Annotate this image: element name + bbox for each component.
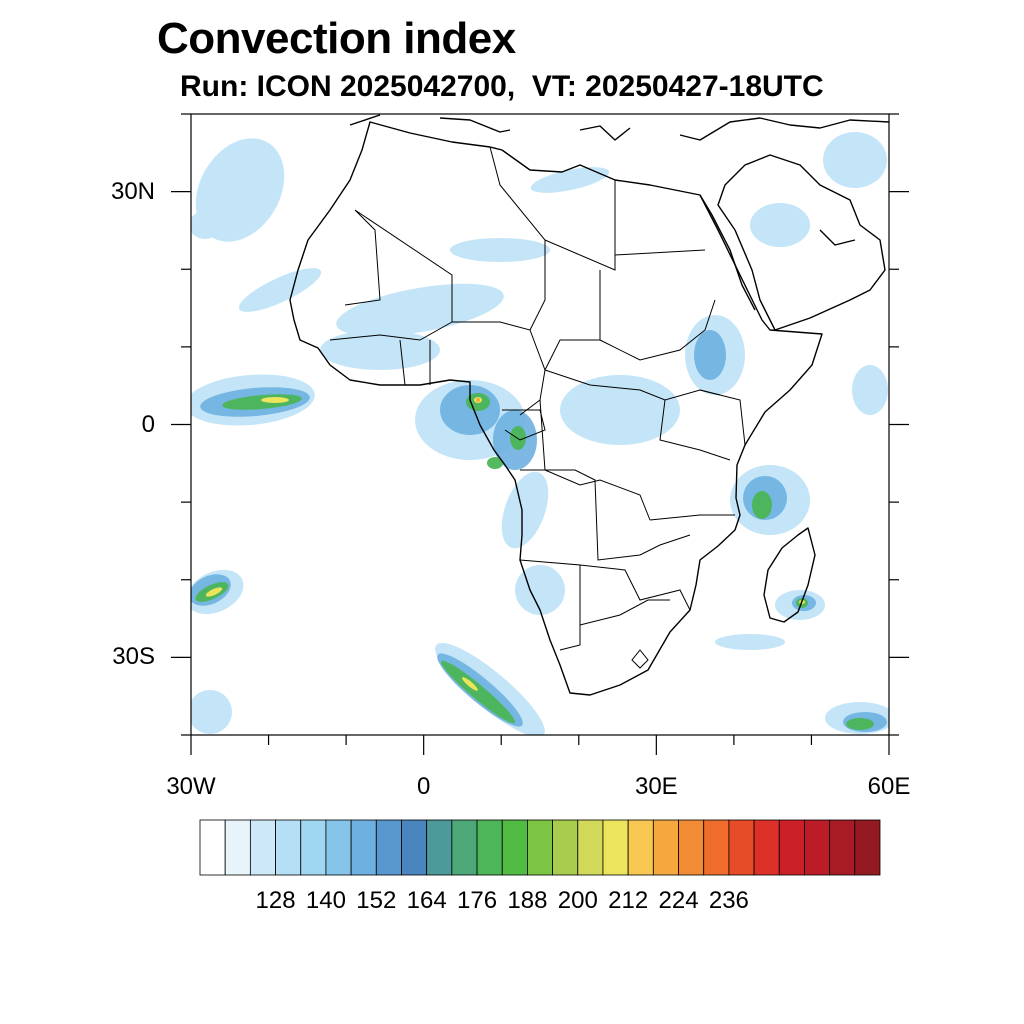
- colorbar-swatch: [854, 819, 881, 876]
- colorbar-swatch: [401, 819, 428, 876]
- lat-tick-label: 0: [141, 410, 155, 438]
- colorbar-swatch: [501, 819, 528, 876]
- max-convection-spots: [476, 398, 480, 402]
- colorbar-swatch: [753, 819, 780, 876]
- colorbar-swatch: [602, 819, 629, 876]
- colorbar-label: 128: [255, 887, 296, 914]
- colorbar-swatch: [678, 819, 705, 876]
- country-borders: [329, 146, 746, 669]
- lon-tick-label: 30W: [166, 773, 216, 800]
- colorbar-swatch: [199, 819, 226, 876]
- colorbar-swatch: [527, 819, 553, 876]
- colorbar-label: 152: [356, 887, 397, 914]
- colorbar-swatch: [224, 819, 251, 876]
- colorbar-swatch: [728, 819, 755, 876]
- lat-tick-label: 30N: [110, 177, 155, 205]
- chart-subtitle: Run: ICON 2025042700, VT: 20250427-18UTC: [180, 70, 824, 103]
- colorbar-label: 224: [658, 887, 699, 914]
- colorbar-swatch: [552, 819, 579, 876]
- colorbar-label: 164: [406, 887, 447, 914]
- colorbar-label: 212: [608, 887, 649, 914]
- colorbar-swatch: [249, 819, 276, 876]
- colorbar-label: 236: [708, 887, 749, 914]
- convection-field: [191, 132, 889, 735]
- lon-tick-label: 0: [416, 773, 431, 800]
- colorbar-swatch: [375, 819, 402, 876]
- chart-title: Convection index: [157, 14, 516, 63]
- colorbar-label: 140: [305, 887, 346, 914]
- lon-tick-label: 30E: [634, 773, 678, 800]
- colorbar-swatch: [652, 819, 679, 876]
- colorbar-swatch: [476, 819, 503, 876]
- colorbar: [199, 819, 881, 876]
- colorbar-swatch: [627, 819, 654, 876]
- colorbar-swatch: [703, 819, 730, 876]
- lat-tick-label: 30S: [112, 643, 155, 671]
- coastlines: [289, 114, 889, 696]
- colorbar-swatch: [325, 819, 352, 876]
- lon-tick-label: 60E: [867, 773, 911, 800]
- colorbar-label: 176: [457, 887, 498, 914]
- colorbar-swatch: [350, 819, 377, 876]
- colorbar-swatch: [778, 819, 805, 876]
- colorbar-swatch: [451, 819, 478, 876]
- colorbar-swatch: [275, 819, 302, 876]
- colorbar-label: 188: [507, 887, 548, 914]
- colorbar-swatch: [300, 819, 327, 876]
- colorbar-swatch: [804, 819, 831, 876]
- axis-ticks: [171, 113, 909, 755]
- colorbar-swatch: [577, 819, 604, 876]
- colorbar-swatch: [426, 819, 453, 876]
- colorbar-swatch: [829, 819, 856, 876]
- colorbar-label: 200: [557, 887, 598, 914]
